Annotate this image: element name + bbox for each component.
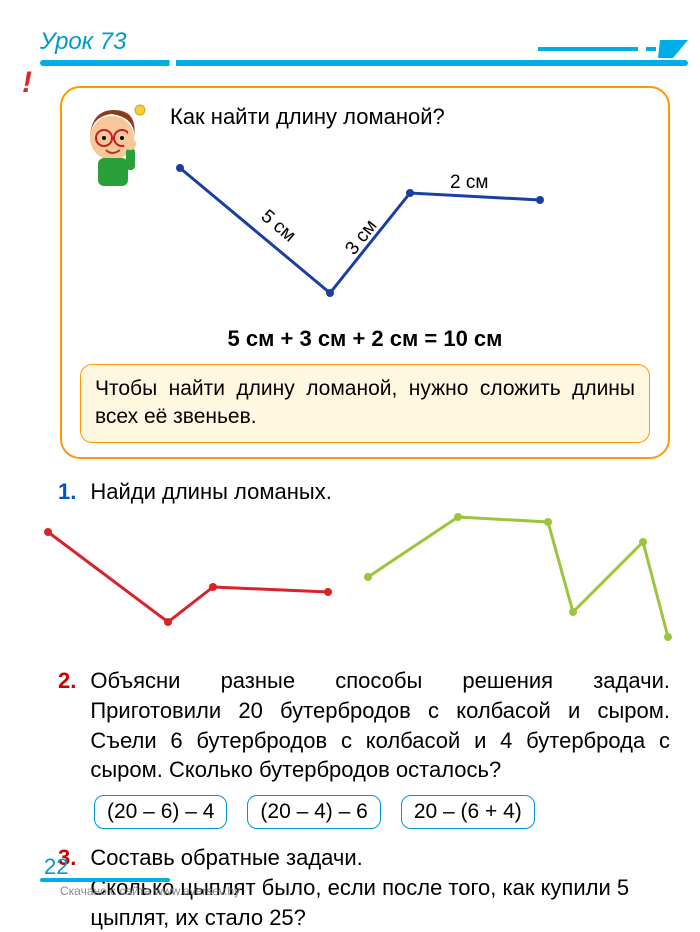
intro-box: Как найти длину ломаной? 5 см 3 см 2 см … <box>60 86 670 459</box>
header-decor-icon <box>538 40 688 58</box>
rule-box: Чтобы найти длину ломаной, нужно сложить… <box>80 364 650 443</box>
task-1: 1. Найди длины ломаных. <box>58 477 670 653</box>
intro-question: Как найти длину ломаной? <box>170 104 445 130</box>
formula-box: 20 – (6 + 4) <box>401 795 535 829</box>
tasks-section: 1. Найди длины ломаных. 2. Об <box>58 477 670 932</box>
task-2: 2. Объясни разные способы решения задачи… <box>58 666 670 829</box>
page-header: Урок 73 <box>40 20 670 72</box>
textbook-page: Урок 73 ! Ка <box>0 0 700 912</box>
boy-character-icon <box>80 98 158 188</box>
formula-row: (20 – 6) – 4 (20 – 4) – 6 20 – (6 + 4) <box>94 795 670 829</box>
formula-box: (20 – 4) – 6 <box>247 795 380 829</box>
task-text: Найди длины ломаных. <box>90 477 670 507</box>
main-polyline-diagram: 5 см 3 см 2 см <box>150 148 650 318</box>
page-number: 22 <box>44 854 68 880</box>
header-rule-icon <box>40 60 688 66</box>
segment-label-3: 2 см <box>450 172 488 193</box>
attention-icon: ! <box>22 66 32 100</box>
task-number: 1. <box>58 477 76 507</box>
formula-box: (20 – 6) – 4 <box>94 795 227 829</box>
segment-label-1: 5 см <box>257 206 300 247</box>
task1-polylines-diagram <box>38 512 678 647</box>
task-number: 2. <box>58 666 76 785</box>
task-text: Объясни разные способы решения задачи. П… <box>90 666 670 785</box>
lesson-title: Урок 73 <box>40 28 126 56</box>
footer-text: Скачано с сайта www.aversev.by <box>60 884 240 898</box>
equation-text: 5 см + 3 см + 2 см = 10 см <box>80 326 650 352</box>
